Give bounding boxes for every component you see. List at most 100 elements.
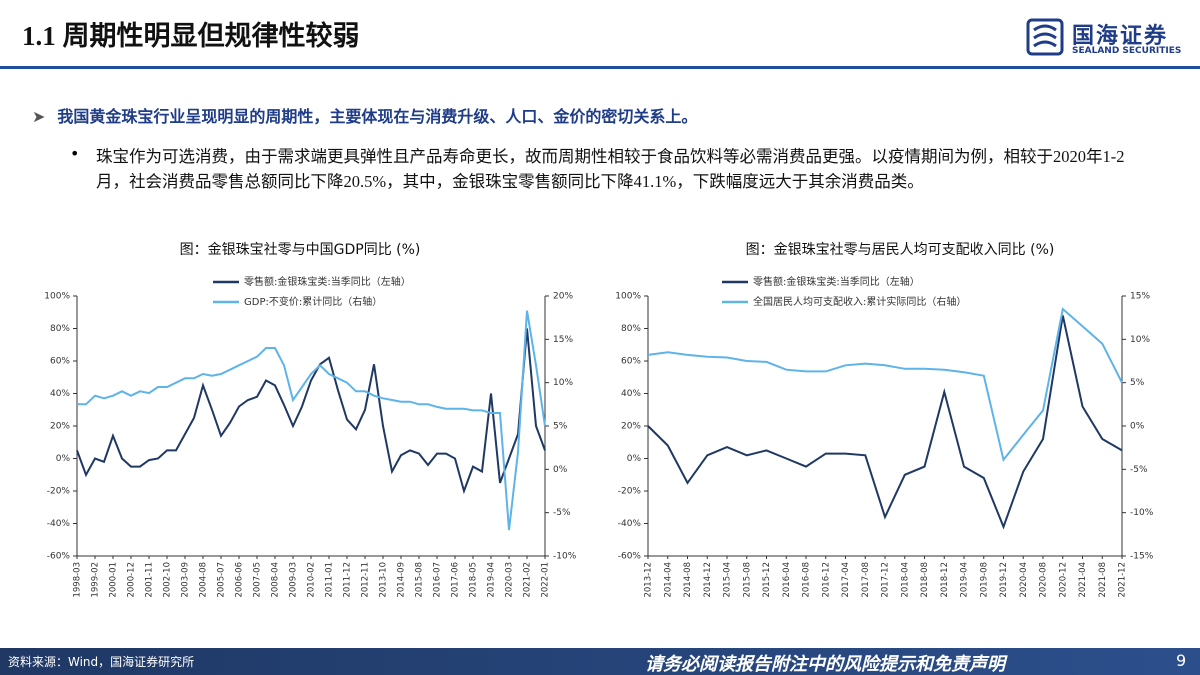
x-tick-label: 2000-12	[127, 562, 137, 598]
x-tick-label: 2015-08	[415, 562, 425, 598]
y-tick-label: 20%	[621, 422, 641, 432]
chart: 图：金银珠宝社零与中国GDP同比 (%) -60% -40% -20% 0% 20% 40%…	[44, 242, 576, 598]
x-tick-label: 2014-09	[397, 562, 407, 598]
x-tick-label: 1999-02	[91, 562, 101, 598]
x-tick-label: 2015-12	[762, 562, 772, 598]
y-tick-label: 80%	[50, 324, 70, 334]
y-tick-label: -60%	[47, 552, 71, 562]
y2-tick-label: 0%	[553, 465, 568, 475]
y2-tick-label: 10%	[553, 378, 573, 388]
series-line	[76, 328, 546, 495]
y-tick-label: 40%	[50, 389, 70, 399]
x-tick-label: 2007-05	[253, 562, 263, 598]
x-tick-label: 2013-12	[644, 562, 654, 598]
x-tick-label: 2021-02	[523, 562, 533, 598]
page-number: 9	[1176, 651, 1187, 670]
series-line	[647, 307, 1123, 463]
y-tick-label: -40%	[618, 519, 642, 529]
key-point: ➤ 我国黄金珠宝行业呈现明显的周期性，主要体现在与消费升级、人口、金价的密切关系上…	[32, 103, 697, 127]
y-tick-label: 60%	[50, 357, 70, 367]
source-note: 资料来源：Wind，国海证券研究所	[8, 655, 195, 669]
chart-title: 图：金银珠宝社零与居民人均可支配收入同比 (%)	[746, 242, 1055, 258]
y2-tick-label: 15%	[1130, 292, 1150, 302]
x-tick-label: 2006-06	[235, 562, 245, 598]
x-tick-label: 2004-08	[199, 562, 209, 598]
y-tick-label: 60%	[621, 357, 641, 367]
x-tick-label: 2020-08	[1039, 562, 1049, 598]
x-tick-label: 2015-04	[723, 562, 733, 598]
x-tick-label: 2003-09	[181, 562, 191, 598]
slide-title: 1.1 周期性明显但规律性较弱	[22, 21, 360, 51]
x-tick-label: 2012-11	[361, 562, 371, 598]
y2-tick-label: 15%	[553, 335, 573, 345]
y-tick-label: -20%	[47, 487, 71, 497]
legend-label: 零售额:金银珠宝类:当季同比（左轴）	[753, 275, 920, 288]
x-tick-label: 2019-04	[960, 562, 970, 598]
x-tick-label: 2009-03	[289, 562, 299, 598]
x-tick-label: 2018-08	[920, 562, 930, 598]
x-tick-label: 2021-08	[1098, 562, 1108, 598]
y2-tick-label: 0%	[1130, 422, 1145, 432]
x-tick-label: 2017-12	[881, 562, 891, 598]
y-tick-label: 80%	[621, 324, 641, 334]
x-tick-label: 2018-04	[900, 562, 910, 598]
y-tick-label: 100%	[44, 292, 70, 302]
series-line	[647, 315, 1123, 530]
x-tick-label: 2019-12	[999, 562, 1009, 598]
disclaimer: 请务必阅读报告附注中的风险提示和免责声明	[645, 654, 1005, 675]
x-tick-label: 2014-08	[683, 562, 693, 598]
x-tick-label: 2020-03	[505, 562, 515, 598]
y-tick-label: 0%	[56, 454, 71, 464]
series-line	[77, 310, 546, 531]
arrow-marker: ➤	[32, 107, 46, 126]
x-tick-label: 2017-04	[841, 562, 851, 598]
key-point-text: 我国黄金珠宝行业呈现明显的周期性，主要体现在与消费升级、人口、金价的密切关系上。	[57, 107, 698, 126]
logo-subtext: SEALAND SECURITIES	[1072, 46, 1182, 56]
x-tick-label: 2016-12	[821, 562, 831, 598]
y2-tick-label: -15%	[1130, 552, 1154, 562]
header-rule	[0, 66, 1200, 69]
x-tick-label: 2013-10	[379, 562, 389, 598]
x-tick-label: 2020-12	[1058, 562, 1068, 598]
y2-tick-label: -5%	[1130, 465, 1148, 475]
y2-tick-label: 20%	[553, 292, 573, 302]
y-tick-label: 40%	[621, 389, 641, 399]
footer-bar	[0, 648, 1200, 675]
x-tick-label: 2018-05	[469, 562, 479, 598]
x-tick-label: 2015-08	[742, 562, 752, 598]
bullet: •	[70, 144, 80, 163]
legend-label: 零售额:金银珠宝类:当季同比（左轴）	[244, 275, 411, 288]
x-tick-label: 2019-04	[487, 562, 497, 598]
y-tick-label: -60%	[618, 552, 642, 562]
x-tick-label: 2001-11	[145, 562, 155, 598]
y-tick-label: 20%	[50, 422, 70, 432]
x-tick-label: 2014-04	[663, 562, 673, 598]
y2-tick-label: -5%	[553, 508, 571, 518]
x-tick-label: 2011-01	[325, 562, 335, 598]
x-tick-label: 2021-04	[1078, 562, 1088, 598]
x-tick-label: 1998-03	[73, 562, 83, 598]
legend-label: 全国居民人均可支配收入:累计实际同比（右轴）	[753, 295, 966, 308]
x-tick-label: 2017-06	[451, 562, 461, 598]
x-tick-label: 2020-04	[1019, 562, 1029, 598]
y-tick-label: -20%	[618, 487, 642, 497]
detail-text: 珠宝作为可选消费，由于需求端更具弹性且产品寿命更长，故而周期性相较于食品饮料等必…	[96, 147, 1125, 191]
y-tick-label: 100%	[615, 292, 641, 302]
x-tick-label: 2021-12	[1118, 562, 1128, 598]
y2-tick-label: 10%	[1130, 335, 1150, 345]
x-tick-label: 2018-12	[940, 562, 950, 598]
logo-text: 国海证券	[1072, 24, 1169, 49]
logo-mark	[1026, 18, 1064, 56]
x-tick-label: 2016-08	[802, 562, 812, 598]
x-tick-label: 2016-07	[433, 562, 443, 598]
x-tick-label: 2016-04	[782, 562, 792, 598]
chart: 图：金银珠宝社零与居民人均可支配收入同比 (%) -60% -40% -20% 0% 20…	[615, 242, 1154, 598]
x-tick-label: 2000-01	[109, 562, 119, 598]
x-tick-label: 2019-08	[979, 562, 989, 598]
x-tick-label: 2017-08	[861, 562, 871, 598]
x-tick-label: 2022-01	[541, 562, 551, 598]
x-tick-label: 2011-12	[343, 562, 353, 598]
y2-tick-label: 5%	[553, 422, 568, 432]
x-tick-label: 2014-12	[703, 562, 713, 598]
